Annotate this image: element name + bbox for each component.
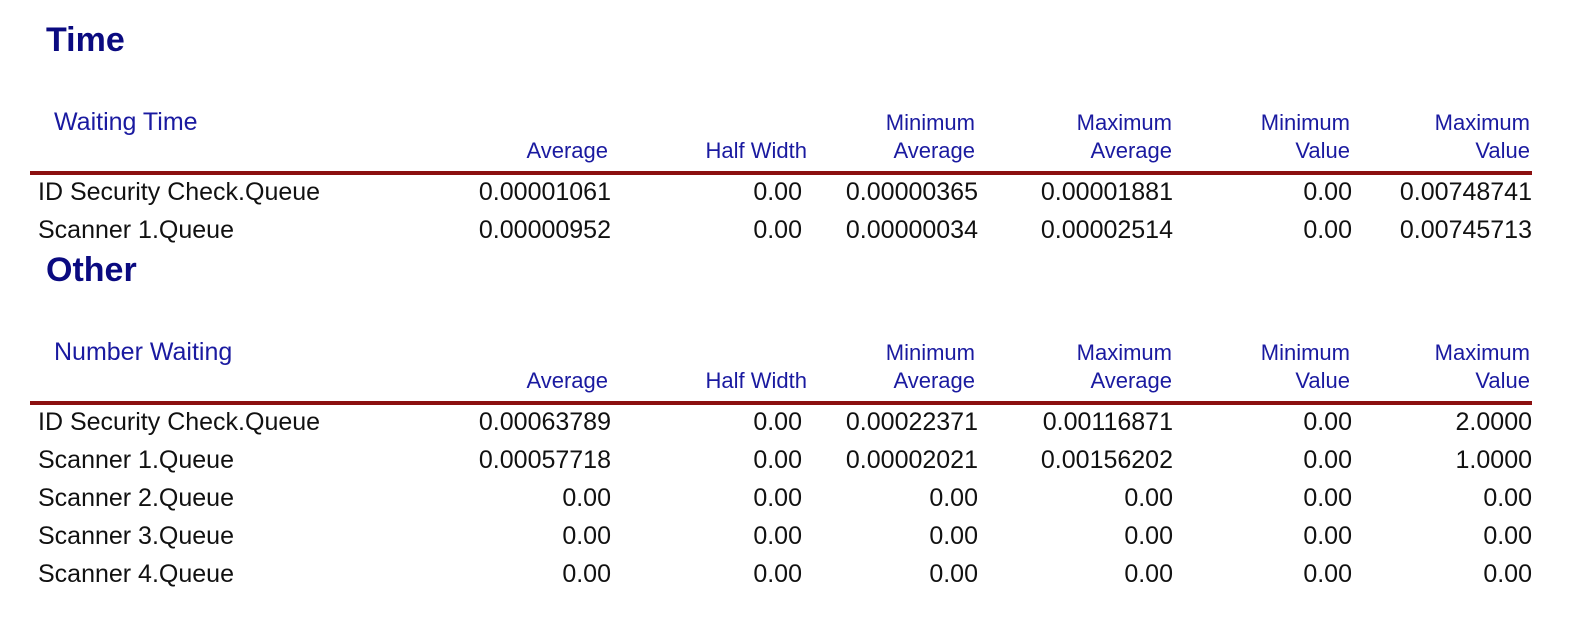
cell-average: 0.00 xyxy=(562,522,611,550)
col-header-average: Average xyxy=(526,138,608,163)
cell-minimum-average: 0.00002021 xyxy=(845,446,978,474)
col-header-minimum-average: Minimum Average xyxy=(885,110,975,163)
cell-minimum-value: 0.00 xyxy=(1303,560,1352,588)
cell-average: 0.00001061 xyxy=(478,178,611,206)
section-title-time: Time xyxy=(46,21,125,59)
group-label: Waiting Time xyxy=(54,108,198,136)
row-name: Scanner 3.Queue xyxy=(38,522,234,550)
cell-half-width: 0.00 xyxy=(753,560,802,588)
table-header: Waiting Time Average Half Width Minimum A… xyxy=(30,107,1532,171)
row-name: Scanner 1.Queue xyxy=(38,446,234,474)
waiting-time-table: Waiting Time Average Half Width Minimum A… xyxy=(30,107,1532,251)
cell-half-width: 0.00 xyxy=(753,408,802,436)
table-row: ID Security Check.Queue 0.00063789 0.00 … xyxy=(30,405,1532,443)
cell-average: 0.00000952 xyxy=(478,216,611,244)
cell-maximum-average: 0.00 xyxy=(1124,522,1173,550)
row-name: Scanner 4.Queue xyxy=(38,560,234,588)
cell-half-width: 0.00 xyxy=(753,446,802,474)
cell-minimum-value: 0.00 xyxy=(1303,522,1352,550)
cell-maximum-average: 0.00002514 xyxy=(1040,216,1173,244)
cell-minimum-average: 0.00022371 xyxy=(845,408,978,436)
table-row: Scanner 2.Queue 0.00 0.00 0.00 0.00 0.00… xyxy=(30,481,1532,519)
cell-maximum-value: 0.00 xyxy=(1483,484,1532,512)
table-row: Scanner 4.Queue 0.00 0.00 0.00 0.00 0.00… xyxy=(30,557,1532,595)
row-name: ID Security Check.Queue xyxy=(38,408,321,436)
col-header-half-width: Half Width xyxy=(705,138,807,163)
row-name: Scanner 2.Queue xyxy=(38,484,234,512)
cell-minimum-average: 0.00 xyxy=(929,560,978,588)
number-waiting-table: Number Waiting Average Half Width Minimu… xyxy=(30,337,1532,595)
cell-minimum-value: 0.00 xyxy=(1303,446,1352,474)
cell-maximum-average: 0.00156202 xyxy=(1040,446,1173,474)
cell-maximum-value: 0.00 xyxy=(1483,560,1532,588)
cell-average: 0.00063789 xyxy=(478,408,611,436)
cell-maximum-value: 1.0000 xyxy=(1455,446,1532,474)
group-label: Number Waiting xyxy=(54,338,233,366)
cell-maximum-value: 0.00748741 xyxy=(1399,178,1532,206)
table-row: Scanner 1.Queue 0.00000952 0.00 0.000000… xyxy=(30,213,1532,251)
cell-minimum-average: 0.00 xyxy=(929,484,978,512)
cell-average: 0.00 xyxy=(562,560,611,588)
cell-half-width: 0.00 xyxy=(753,216,802,244)
col-header-minimum-value: Minimum Value xyxy=(1260,340,1350,393)
cell-half-width: 0.00 xyxy=(753,484,802,512)
row-name: ID Security Check.Queue xyxy=(38,178,321,206)
cell-minimum-average: 0.00000365 xyxy=(845,178,978,206)
cell-half-width: 0.00 xyxy=(753,178,802,206)
cell-maximum-average: 0.00 xyxy=(1124,484,1173,512)
col-header-average: Average xyxy=(526,368,608,393)
col-header-maximum-value: Maximum Value xyxy=(1434,110,1530,163)
cell-minimum-average: 0.00 xyxy=(929,522,978,550)
cell-maximum-average: 0.00001881 xyxy=(1040,178,1173,206)
col-header-half-width: Half Width xyxy=(705,368,807,393)
cell-average: 0.00057718 xyxy=(478,446,611,474)
section-title-other: Other xyxy=(46,251,137,289)
cell-minimum-value: 0.00 xyxy=(1303,408,1352,436)
col-header-maximum-average: Maximum Average xyxy=(1076,110,1172,163)
table-row: Scanner 3.Queue 0.00 0.00 0.00 0.00 0.00… xyxy=(30,519,1532,557)
col-header-maximum-value: Maximum Value xyxy=(1434,340,1530,393)
table-header: Number Waiting Average Half Width Minimu… xyxy=(30,337,1532,401)
cell-minimum-value: 0.00 xyxy=(1303,178,1352,206)
header-rule xyxy=(30,171,1532,175)
cell-maximum-value: 0.00745713 xyxy=(1399,216,1532,244)
col-header-minimum-value: Minimum Value xyxy=(1260,110,1350,163)
cell-minimum-average: 0.00000034 xyxy=(845,216,978,244)
cell-maximum-average: 0.00116871 xyxy=(1042,408,1173,436)
cell-maximum-average: 0.00 xyxy=(1124,560,1173,588)
row-name: Scanner 1.Queue xyxy=(38,216,234,244)
table-row: Scanner 1.Queue 0.00057718 0.00 0.000020… xyxy=(30,443,1532,481)
col-header-minimum-average: Minimum Average xyxy=(885,340,975,393)
cell-average: 0.00 xyxy=(562,484,611,512)
cell-minimum-value: 0.00 xyxy=(1303,484,1352,512)
col-header-maximum-average: Maximum Average xyxy=(1076,340,1172,393)
cell-maximum-value: 0.00 xyxy=(1483,522,1532,550)
cell-maximum-value: 2.0000 xyxy=(1455,408,1532,436)
table-row: ID Security Check.Queue 0.00001061 0.00 … xyxy=(30,175,1532,213)
cell-half-width: 0.00 xyxy=(753,522,802,550)
header-rule xyxy=(30,401,1532,405)
cell-minimum-value: 0.00 xyxy=(1303,216,1352,244)
